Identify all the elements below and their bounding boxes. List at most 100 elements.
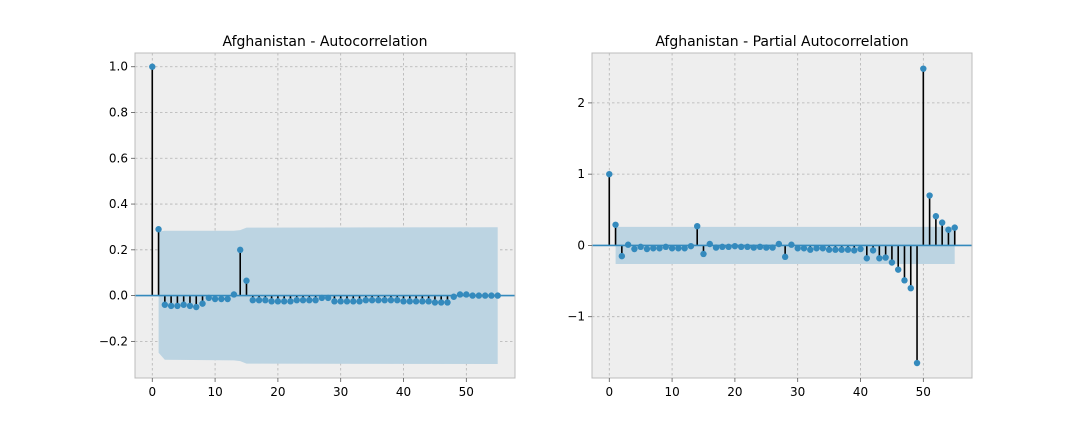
pacf-point-lag-55 xyxy=(951,224,958,231)
pacf-point-lag-0 xyxy=(606,170,613,178)
acf-xtick-label: 10 xyxy=(207,385,222,399)
pacf-point-lag-30 xyxy=(794,245,801,252)
acf-point-lag-35 xyxy=(368,296,376,304)
pacf-point-lag-44 xyxy=(882,254,889,261)
acf-point-lag-12 xyxy=(224,295,231,303)
pacf-point-lag-16 xyxy=(706,240,713,248)
pacf-point-lag-29 xyxy=(788,241,795,248)
acf-point-lag-11 xyxy=(218,295,225,303)
pacf-point-lag-48 xyxy=(907,284,914,292)
autocorrelation-panel: 0 10 20 30 40 50 −0.2 0.0 0.2 0.4 0.6 0.8 1.0 Afghani… xyxy=(99,34,516,399)
acf-xtick-label: 20 xyxy=(270,385,285,399)
acf-point-lag-27 xyxy=(318,294,326,302)
pacf-point-lag-35 xyxy=(825,246,833,253)
acf-ytick-label: 0.2 xyxy=(109,243,128,257)
pacf-point-lag-4 xyxy=(631,245,638,253)
pacf-point-lag-9 xyxy=(662,243,670,251)
acf-chart-title: Afghanistan - Autocorrelation xyxy=(223,34,428,50)
pacf-point-lag-17 xyxy=(712,244,720,251)
acf-point-lag-13 xyxy=(230,291,238,298)
pacf-point-lag-6 xyxy=(643,245,651,253)
pacf-point-lag-45 xyxy=(888,259,896,266)
acf-point-lag-54 xyxy=(488,292,495,299)
acf-xtick-label: 40 xyxy=(396,385,411,399)
acf-point-lag-45 xyxy=(431,299,439,306)
acf-point-lag-40 xyxy=(400,298,407,305)
pacf-point-lag-49 xyxy=(913,359,921,367)
acf-point-lag-8 xyxy=(199,300,206,307)
acf-ytick-label: 0.8 xyxy=(109,106,128,120)
pacf-point-lag-31 xyxy=(800,245,808,252)
pacf-ytick-label: 0 xyxy=(577,238,585,252)
pacf-point-lag-41 xyxy=(863,255,870,262)
pacf-point-lag-2 xyxy=(618,252,626,260)
acf-point-lag-30 xyxy=(337,298,344,305)
pacf-ytick-label: 1 xyxy=(577,167,585,181)
acf-ytick-label: 1.0 xyxy=(109,60,128,74)
acf-point-lag-20 xyxy=(274,298,282,305)
pacf-xtick-label: 10 xyxy=(664,385,679,399)
acf-point-lag-33 xyxy=(356,298,363,305)
acf-point-lag-18 xyxy=(262,296,269,304)
pacf-point-lag-33 xyxy=(813,245,820,252)
partial-autocorrelation-panel: 0 10 20 30 40 50 −1 0 1 2 Afghanistan - Partial Au… xyxy=(567,34,973,399)
pacf-point-lag-28 xyxy=(781,253,789,261)
pacf-point-lag-51 xyxy=(926,192,933,199)
pacf-point-lag-37 xyxy=(838,246,845,253)
pacf-point-lag-23 xyxy=(750,244,757,251)
acf-point-lag-44 xyxy=(425,298,432,305)
acf-xtick-label: 50 xyxy=(459,385,474,399)
pacf-point-lag-3 xyxy=(624,241,632,248)
acf-point-lag-14 xyxy=(237,246,244,254)
acf-point-lag-1 xyxy=(155,226,162,233)
pacf-point-lag-34 xyxy=(819,245,827,252)
acf-point-lag-38 xyxy=(387,296,395,304)
pacf-point-lag-10 xyxy=(668,245,676,252)
acf-point-lag-7 xyxy=(193,303,200,311)
pacf-point-lag-36 xyxy=(832,246,839,253)
pacf-xtick-label: 20 xyxy=(727,385,742,399)
pacf-point-lag-50 xyxy=(920,65,927,72)
acf-point-lag-21 xyxy=(280,298,288,305)
pacf-point-lag-12 xyxy=(681,245,688,252)
acf-point-lag-26 xyxy=(312,296,319,304)
acf-ytick-label: −0.2 xyxy=(99,334,128,348)
pacf-point-lag-25 xyxy=(763,244,770,251)
acf-point-lag-46 xyxy=(437,299,445,306)
acf-point-lag-48 xyxy=(450,293,457,300)
acf-point-lag-24 xyxy=(299,296,307,304)
pacf-point-lag-38 xyxy=(844,246,852,253)
acf-point-lag-16 xyxy=(249,296,256,304)
acf-point-lag-53 xyxy=(481,292,489,299)
pacf-point-lag-19 xyxy=(725,243,732,251)
acf-point-lag-28 xyxy=(324,294,332,302)
pacf-xtick-label: 50 xyxy=(916,385,931,399)
acf-point-lag-37 xyxy=(381,296,388,304)
acf-axes-frame xyxy=(134,52,516,379)
acf-point-lag-42 xyxy=(412,298,420,305)
acf-point-lag-41 xyxy=(406,298,413,305)
acf-point-lag-17 xyxy=(255,296,263,304)
pacf-point-lag-11 xyxy=(675,245,682,252)
acf-point-lag-50 xyxy=(463,291,470,298)
pacf-point-lag-53 xyxy=(938,219,946,226)
pacf-point-lag-42 xyxy=(869,247,877,254)
acf-point-lag-52 xyxy=(475,292,483,299)
pacf-xtick-label: 30 xyxy=(790,385,805,399)
pacf-point-lag-46 xyxy=(894,266,902,273)
acf-point-lag-3 xyxy=(167,302,175,310)
pacf-point-lag-43 xyxy=(876,255,883,262)
acf-ytick-label: 0.6 xyxy=(109,151,128,165)
pacf-point-lag-40 xyxy=(857,245,864,253)
pacf-plot-area xyxy=(592,53,972,378)
pacf-point-lag-14 xyxy=(694,222,701,230)
acf-point-lag-22 xyxy=(287,298,294,305)
pacf-point-lag-22 xyxy=(744,243,751,251)
pacf-point-lag-8 xyxy=(656,245,663,252)
acf-point-lag-36 xyxy=(375,296,382,304)
pacf-chart-title: Afghanistan - Partial Autocorrelation xyxy=(655,34,908,50)
acf-point-lag-19 xyxy=(268,298,275,305)
acf-point-lag-43 xyxy=(419,298,426,305)
pacf-point-lag-13 xyxy=(687,242,695,250)
